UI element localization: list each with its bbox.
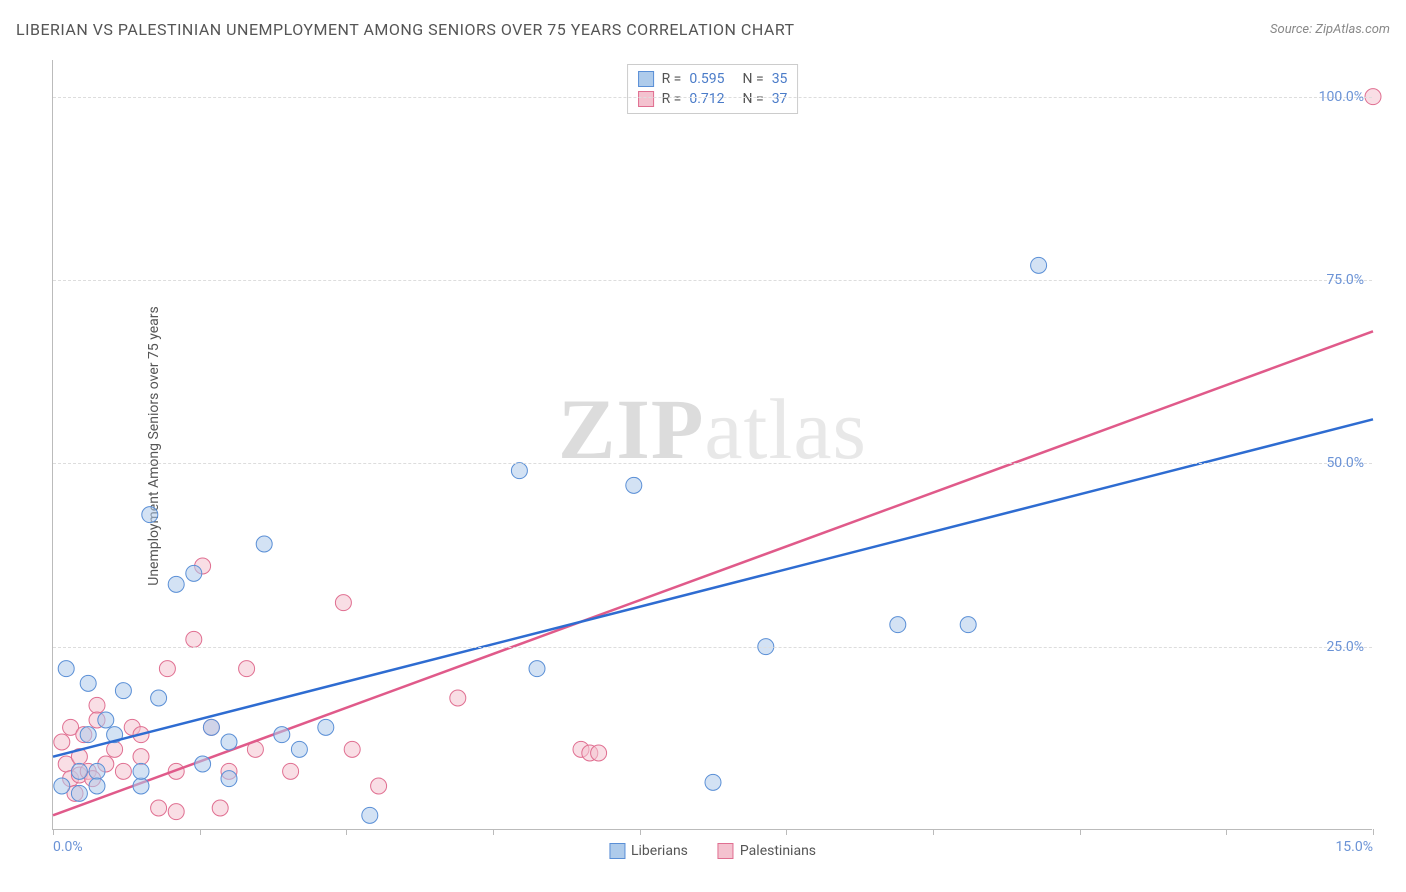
data-point xyxy=(203,719,219,735)
swatch-liberians-icon xyxy=(638,71,654,87)
r-value-liberians: 0.595 xyxy=(689,71,724,87)
data-point xyxy=(80,727,96,743)
data-point xyxy=(362,807,378,823)
data-point xyxy=(89,697,105,713)
data-point xyxy=(511,463,527,479)
y-tick-label: 100.0% xyxy=(1319,89,1364,105)
data-point xyxy=(291,741,307,757)
chart-svg xyxy=(53,60,1372,829)
data-point xyxy=(142,507,158,523)
gridline-h xyxy=(53,280,1372,281)
data-point xyxy=(186,565,202,581)
swatch-palestinians-icon xyxy=(638,91,654,107)
data-point xyxy=(98,712,114,728)
plot-area: ZIPatlas R = 0.595 N = 35 R = 0.712 N = … xyxy=(52,60,1372,830)
swatch-liberians-icon xyxy=(609,843,625,859)
chart-title: LIBERIAN VS PALESTINIAN UNEMPLOYMENT AMO… xyxy=(16,20,795,39)
data-point xyxy=(151,690,167,706)
legend-item-palestinians: Palestinians xyxy=(718,843,816,859)
trend-line xyxy=(53,419,1373,756)
data-point xyxy=(591,745,607,761)
data-point xyxy=(159,661,175,677)
legend-item-liberians: Liberians xyxy=(609,843,688,859)
data-point xyxy=(133,778,149,794)
data-point xyxy=(705,774,721,790)
x-tick xyxy=(346,829,347,835)
data-point xyxy=(71,785,87,801)
x-tick xyxy=(933,829,934,835)
swatch-palestinians-icon xyxy=(718,843,734,859)
data-point xyxy=(529,661,545,677)
x-tick xyxy=(53,829,54,835)
stats-legend-box: R = 0.595 N = 35 R = 0.712 N = 37 xyxy=(627,64,799,114)
data-point xyxy=(960,617,976,633)
data-point xyxy=(239,661,255,677)
legend-label-palestinians: Palestinians xyxy=(740,843,816,859)
r-label: R = xyxy=(662,71,682,87)
data-point xyxy=(58,661,74,677)
data-point xyxy=(318,719,334,735)
n-label: N = xyxy=(743,71,764,87)
data-point xyxy=(186,631,202,647)
x-tick xyxy=(786,829,787,835)
data-point xyxy=(195,756,211,772)
data-point xyxy=(256,536,272,552)
data-point xyxy=(71,763,87,779)
x-tick xyxy=(1226,829,1227,835)
data-point xyxy=(151,800,167,816)
data-point xyxy=(80,675,96,691)
x-tick xyxy=(200,829,201,835)
y-tick-label: 75.0% xyxy=(1326,272,1364,288)
x-tick xyxy=(1373,829,1374,835)
r-value-palestinians: 0.712 xyxy=(689,91,724,107)
data-point xyxy=(107,741,123,757)
data-point xyxy=(335,595,351,611)
data-point xyxy=(115,683,131,699)
x-tick xyxy=(493,829,494,835)
legend-label-liberians: Liberians xyxy=(631,843,688,859)
n-label: N = xyxy=(743,91,764,107)
data-point xyxy=(371,778,387,794)
trend-line xyxy=(53,331,1373,815)
data-point xyxy=(274,727,290,743)
data-point xyxy=(54,734,70,750)
data-point xyxy=(89,778,105,794)
x-tick-label: 0.0% xyxy=(53,839,83,855)
n-value-palestinians: 37 xyxy=(772,91,788,107)
data-point xyxy=(168,804,184,820)
r-label: R = xyxy=(662,91,682,107)
x-tick xyxy=(640,829,641,835)
data-point xyxy=(221,734,237,750)
data-point xyxy=(283,763,299,779)
data-point xyxy=(344,741,360,757)
data-point xyxy=(626,477,642,493)
data-point xyxy=(168,576,184,592)
data-point xyxy=(221,771,237,787)
legend-bottom: Liberians Palestinians xyxy=(609,843,816,859)
gridline-h xyxy=(53,97,1372,98)
data-point xyxy=(1031,257,1047,273)
gridline-h xyxy=(53,463,1372,464)
stats-row-palestinians: R = 0.712 N = 37 xyxy=(638,89,788,109)
data-point xyxy=(54,778,70,794)
data-point xyxy=(133,763,149,779)
data-point xyxy=(450,690,466,706)
source-attribution: Source: ZipAtlas.com xyxy=(1270,22,1390,37)
data-point xyxy=(890,617,906,633)
data-point xyxy=(133,749,149,765)
data-point xyxy=(89,763,105,779)
stats-row-liberians: R = 0.595 N = 35 xyxy=(638,69,788,89)
x-tick-label: 15.0% xyxy=(1335,839,1373,855)
x-tick xyxy=(1080,829,1081,835)
y-tick-label: 50.0% xyxy=(1326,455,1364,471)
data-point xyxy=(115,763,131,779)
data-point xyxy=(212,800,228,816)
gridline-h xyxy=(53,647,1372,648)
n-value-liberians: 35 xyxy=(772,71,788,87)
y-tick-label: 25.0% xyxy=(1326,639,1364,655)
